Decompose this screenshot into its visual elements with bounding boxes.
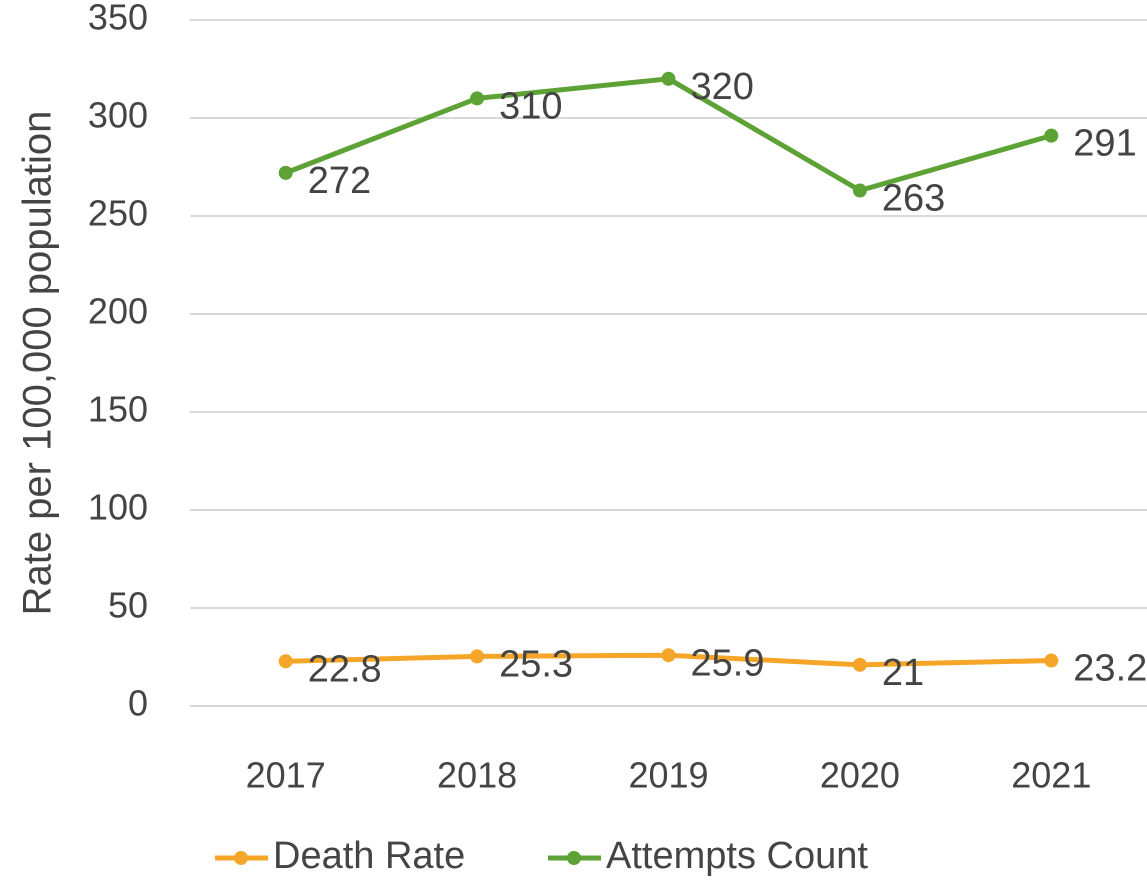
point [661, 648, 676, 663]
data-label: 291 [1073, 123, 1136, 165]
y-axis-title: Rate per 100,000 population [16, 111, 60, 616]
legend-marker [234, 851, 248, 865]
data-label: 22.8 [308, 648, 382, 690]
legend-marker [567, 851, 581, 865]
point [470, 91, 485, 106]
data-label: 21 [882, 652, 924, 694]
data-label: 310 [499, 85, 562, 127]
data-label: 25.9 [691, 642, 765, 684]
x-tick-label: 2019 [628, 755, 708, 796]
y-tick-label: 0 [128, 683, 148, 724]
series-line [284, 76, 1052, 194]
legend-label: Attempts Count [606, 835, 868, 877]
x-tick-label: 2020 [820, 755, 900, 796]
point [278, 165, 293, 180]
x-tick-label: 2018 [437, 755, 517, 796]
y-tick-label: 300 [88, 95, 148, 136]
data-label: 263 [882, 178, 945, 220]
point [278, 654, 293, 669]
point [470, 649, 485, 664]
y-tick-label: 100 [88, 487, 148, 528]
data-label: 272 [308, 160, 371, 202]
x-tick-label: 2017 [246, 755, 326, 796]
data-label: 23.2 [1073, 648, 1147, 690]
legend-label: Death Rate [273, 835, 465, 877]
y-tick-label: 200 [88, 291, 148, 332]
point [852, 183, 867, 198]
data-label: 320 [691, 66, 754, 108]
x-tick-label: 2021 [1011, 755, 1091, 796]
y-tick-label: 350 [88, 0, 148, 38]
y-tick-label: 250 [88, 193, 148, 234]
y-tick-label: 150 [88, 389, 148, 430]
data-label: 25.3 [499, 643, 573, 685]
point [1044, 128, 1059, 143]
point [852, 657, 867, 672]
point [1044, 653, 1059, 668]
point [661, 71, 676, 86]
y-tick-label: 50 [108, 585, 148, 626]
